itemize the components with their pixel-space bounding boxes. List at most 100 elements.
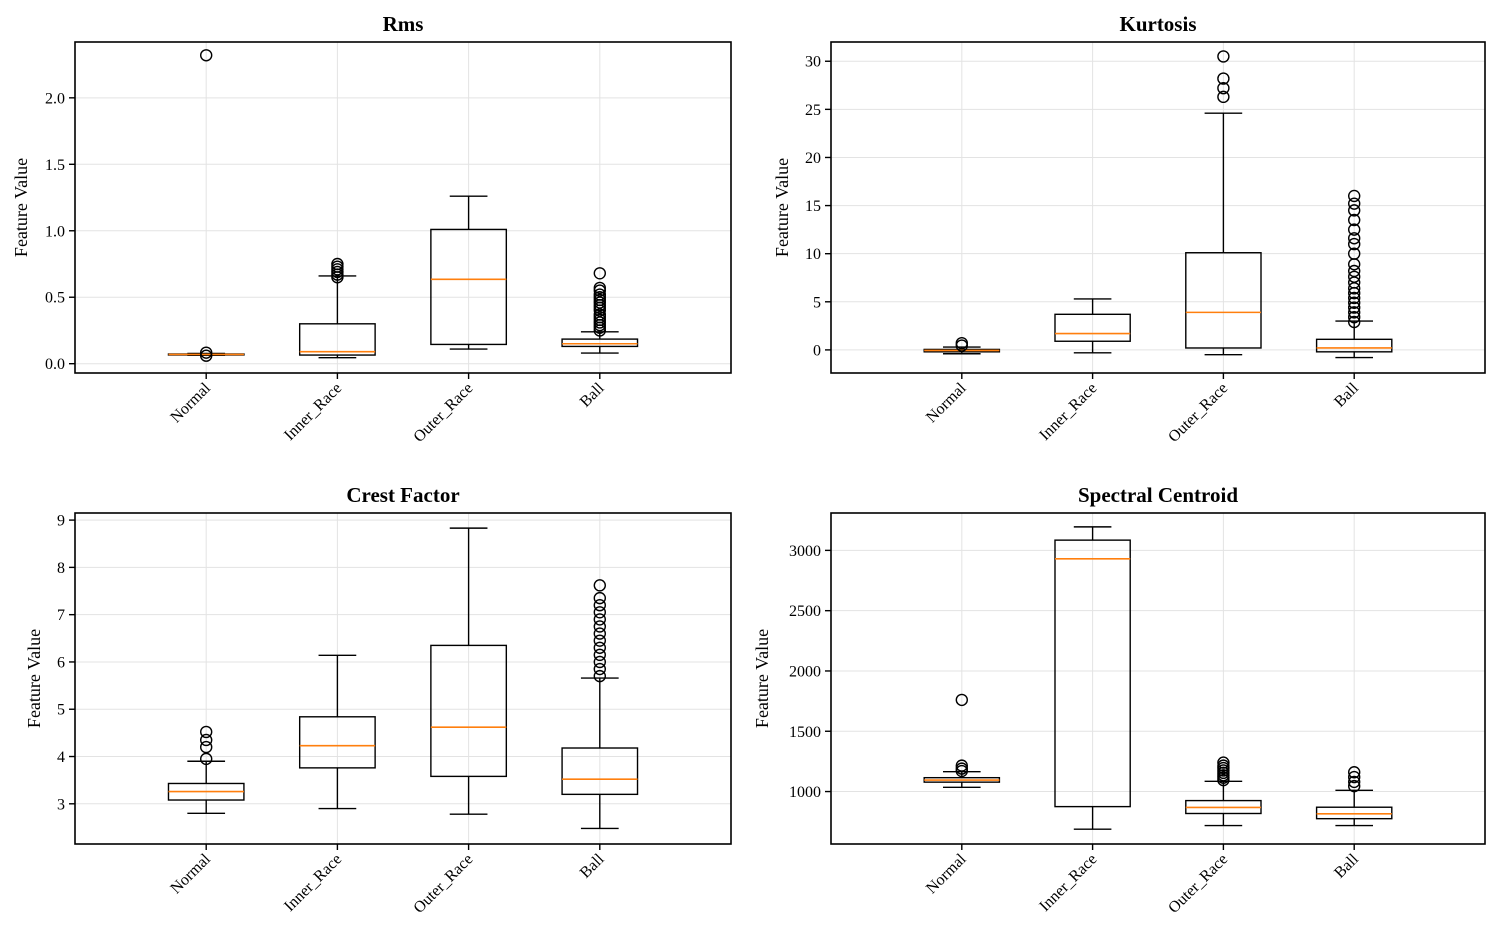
outlier-point bbox=[1217, 756, 1230, 769]
box-inner-race bbox=[1054, 298, 1131, 354]
x-tick-label: Ball bbox=[577, 850, 608, 881]
outlier-point bbox=[593, 662, 606, 676]
box-iqr bbox=[561, 338, 639, 348]
outlier-point bbox=[199, 725, 213, 739]
outlier-point bbox=[955, 762, 969, 775]
outlier-point bbox=[593, 669, 606, 683]
box-outer-race bbox=[430, 527, 508, 815]
outlier-point bbox=[593, 641, 606, 654]
y-tick-label: 4 bbox=[57, 749, 65, 766]
outlier-point bbox=[593, 620, 606, 633]
outlier-point bbox=[593, 591, 606, 605]
outlier-point bbox=[1348, 306, 1361, 319]
y-tick-label: 1000 bbox=[789, 784, 821, 801]
y-tick-label: 30 bbox=[805, 54, 821, 71]
outlier-point bbox=[955, 336, 969, 350]
box-iqr bbox=[1315, 338, 1393, 353]
box-ball bbox=[561, 331, 639, 354]
box-iqr bbox=[298, 323, 376, 356]
box-normal bbox=[167, 352, 245, 357]
outlier-point bbox=[199, 349, 213, 362]
x-tick-label: Outer_Race bbox=[410, 380, 476, 446]
plot-title: Crest Factor bbox=[346, 483, 459, 507]
box-iqr bbox=[298, 716, 376, 769]
outlier-point bbox=[593, 634, 606, 647]
y-tick-label: 10 bbox=[805, 246, 821, 263]
outlier-point bbox=[1348, 237, 1361, 251]
y-tick-label: 3 bbox=[57, 796, 65, 813]
box-iqr bbox=[430, 644, 508, 778]
y-tick-label: 0 bbox=[813, 342, 821, 359]
outlier-point bbox=[1348, 204, 1361, 217]
plot-frame bbox=[74, 512, 732, 845]
box-outer-race bbox=[1185, 112, 1262, 356]
outlier-point bbox=[1348, 232, 1361, 245]
plot-frame bbox=[830, 41, 1486, 374]
outlier-point bbox=[593, 648, 606, 662]
box-ball bbox=[1315, 789, 1393, 827]
y-tick-label: 2000 bbox=[789, 663, 821, 680]
outlier-point bbox=[1348, 775, 1361, 789]
y-tick-label: 0.5 bbox=[45, 290, 65, 307]
x-tick-label: Inner_Race bbox=[1036, 851, 1100, 915]
x-tick-label: Normal bbox=[923, 850, 970, 897]
outlier-point bbox=[1348, 301, 1361, 314]
x-tick-label: Ball bbox=[577, 379, 608, 410]
box-iqr bbox=[1054, 313, 1131, 342]
outlier-point bbox=[593, 579, 606, 592]
x-tick-label: Inner_Race bbox=[281, 380, 345, 444]
outlier-point bbox=[199, 752, 213, 766]
plot-frame bbox=[74, 41, 732, 374]
outlier-point bbox=[1348, 315, 1361, 329]
y-tick-label: 25 bbox=[805, 102, 821, 119]
y-axis-label: Feature Value bbox=[752, 629, 772, 728]
outlier-point bbox=[1348, 197, 1361, 210]
outlier-point bbox=[199, 346, 213, 359]
outlier-point bbox=[593, 627, 606, 640]
y-tick-label: 6 bbox=[57, 654, 65, 671]
box-normal bbox=[923, 770, 1001, 789]
plot-title: Rms bbox=[383, 12, 424, 36]
outlier-point bbox=[1348, 264, 1361, 278]
outlier-point bbox=[1348, 213, 1361, 227]
outlier-point bbox=[1348, 291, 1361, 305]
y-tick-label: 1500 bbox=[789, 724, 821, 741]
subplot-crest-factor: 3 4 5 6 7 8 9 Normal Inner_Race Outer_Race Ball C… bbox=[24, 483, 732, 917]
y-axis-label: Feature Value bbox=[24, 629, 44, 728]
outlier-point bbox=[593, 613, 606, 626]
outlier-point bbox=[593, 308, 606, 321]
box-inner-race bbox=[1054, 526, 1131, 830]
x-tick-label: Outer_Race bbox=[1165, 851, 1231, 917]
box-inner-race bbox=[298, 275, 376, 359]
box-outer-race bbox=[430, 195, 508, 350]
outlier-point bbox=[593, 267, 606, 280]
y-tick-label: 20 bbox=[805, 150, 821, 167]
box-ball bbox=[561, 677, 639, 830]
outlier-point bbox=[593, 281, 606, 295]
outlier-point bbox=[955, 693, 969, 707]
outlier-point bbox=[1348, 310, 1361, 324]
y-tick-label: 3000 bbox=[789, 543, 821, 560]
x-tick-label: Inner_Race bbox=[1036, 380, 1100, 444]
y-axis-label: Feature Value bbox=[772, 158, 792, 257]
box-iqr bbox=[1185, 252, 1262, 349]
y-tick-label: 8 bbox=[57, 560, 65, 577]
x-tick-label: Outer_Race bbox=[410, 851, 476, 917]
x-tick-label: Normal bbox=[167, 850, 214, 897]
box-inner-race bbox=[298, 654, 376, 810]
subplot-spectral-centroid: 1000 1500 2000 2500 3000 Normal Inner_Race Out… bbox=[752, 483, 1486, 917]
outlier-point bbox=[1348, 223, 1361, 236]
outlier-point bbox=[199, 49, 213, 62]
plot-title: Spectral Centroid bbox=[1078, 483, 1238, 507]
box-iqr bbox=[1054, 539, 1131, 808]
plot-frame bbox=[830, 512, 1486, 845]
outlier-point bbox=[1217, 81, 1230, 95]
outlier-point bbox=[1348, 770, 1361, 784]
outlier-point bbox=[593, 606, 606, 619]
box-iqr bbox=[1315, 806, 1393, 820]
outlier-point bbox=[1348, 247, 1361, 260]
y-tick-label: 2500 bbox=[789, 603, 821, 620]
y-tick-label: 9 bbox=[57, 513, 65, 530]
y-tick-label: 1.0 bbox=[45, 223, 65, 240]
